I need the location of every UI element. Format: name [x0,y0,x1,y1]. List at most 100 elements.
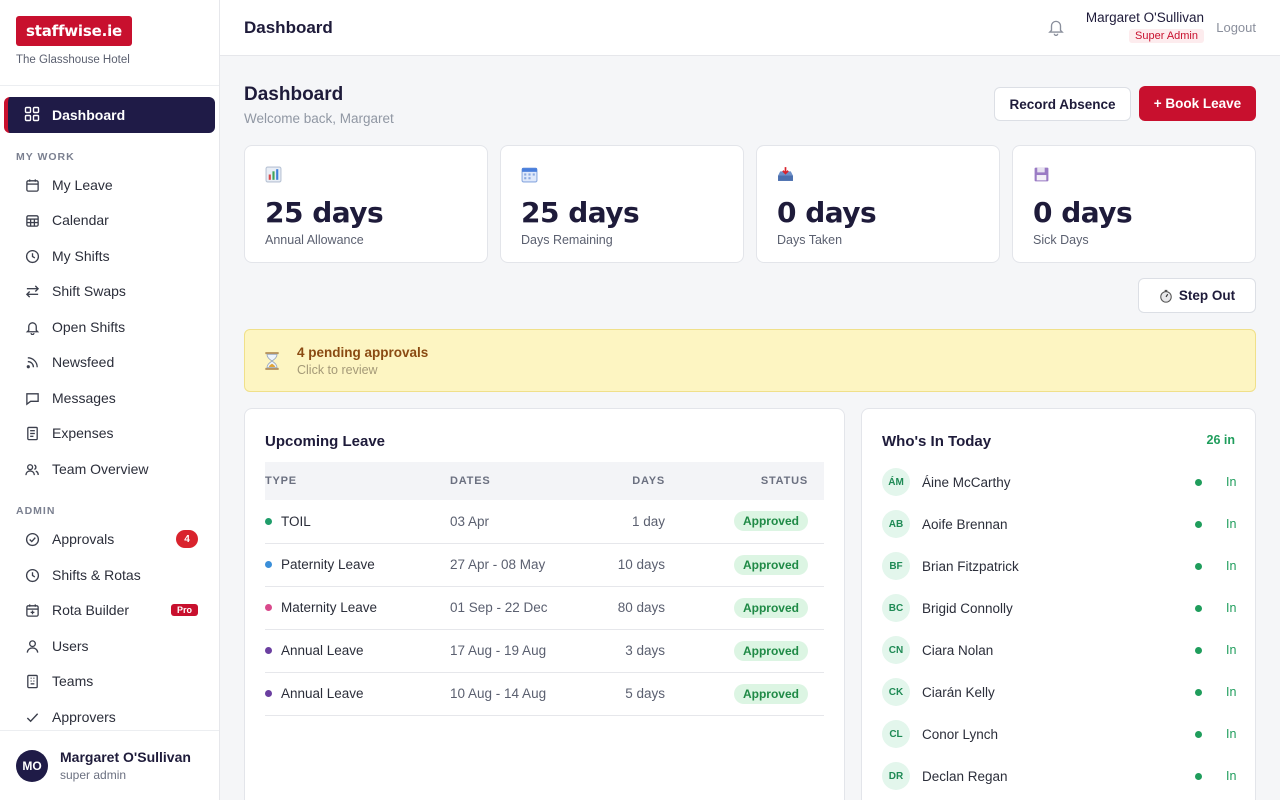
status-badge: Approved [733,511,808,532]
table-row[interactable]: Annual Leave 17 Aug - 19 Aug 3 days Appr… [265,629,824,673]
inbox-tray-icon [777,167,794,187]
col-type: TYPE [265,462,450,500]
sidebar-item-expenses[interactable]: Expenses [16,418,206,448]
message-icon [24,390,40,406]
list-item[interactable]: CK Ciarán Kelly In [882,671,1236,713]
stat-card-sick-days: 0 days Sick Days [1012,145,1256,263]
avatar: AB [882,510,910,538]
leave-dates: 27 Apr - 08 May [450,543,600,587]
sidebar-item-users[interactable]: Users [16,631,206,661]
avatar: CN [882,636,910,664]
sidebar-item-calendar[interactable]: Calendar [16,205,206,235]
col-dates: DATES [450,462,600,500]
stat-value: 25 days [265,196,384,229]
status-text: In [1226,559,1237,573]
list-item[interactable]: ÁM Áine McCarthy In [882,461,1236,503]
list-item[interactable]: CL Conor Lynch In [882,713,1236,755]
col-status: STATUS [705,462,824,500]
sidebar-item-label: Teams [52,673,94,689]
sidebar-item-label: Users [52,638,89,654]
calendar-icon [24,177,40,193]
status-text: In [1226,601,1237,615]
sidebar-item-approvals[interactable]: Approvals 4 [16,524,206,554]
status-badge: Approved [733,597,808,618]
person-name: Conor Lynch [922,726,999,742]
leave-type-dot [265,689,272,697]
status-badge: Approved [733,640,808,661]
status-text: In [1226,769,1237,783]
sidebar-item-messages[interactable]: Messages [16,383,206,413]
sidebar-item-newsfeed[interactable]: Newsfeed [16,347,206,377]
person-name: Brigid Connolly [922,600,1013,616]
sidebar-item-dashboard[interactable]: Dashboard [4,97,215,133]
sidebar-item-rota-builder[interactable]: Rota Builder Pro [16,595,206,625]
upcoming-leave-table: TYPE DATES DAYS STATUS TOIL 03 Apr 1 day… [265,462,824,716]
step-out-label: Step Out [1178,288,1236,303]
staffwise-logo[interactable]: staffwise.ie [16,16,132,46]
logout-link[interactable]: Logout [1216,20,1256,35]
book-leave-button[interactable]: + Book Leave [1139,86,1256,121]
status-dot [1195,730,1202,738]
status-dot [1195,688,1202,696]
profile-role: super admin [60,768,127,782]
sidebar-item-label: Shifts & Rotas [52,567,141,583]
step-out-button[interactable]: Step Out [1138,278,1256,313]
table-row[interactable]: TOIL 03 Apr 1 day Approved [265,500,824,544]
sidebar-item-shift-swaps[interactable]: Shift Swaps [16,276,206,306]
topbar-user[interactable]: Margaret O'Sullivan Super Admin [1086,10,1204,44]
role-badge: Super Admin [1129,29,1204,43]
pending-approvals-banner[interactable]: 4 pending approvals Click to review [244,329,1256,392]
rss-icon [24,354,40,370]
hourglass-icon [263,351,281,371]
list-item[interactable]: DR Declan Regan In [882,755,1236,797]
pending-title: 4 pending approvals [297,344,429,360]
building-icon [24,673,40,689]
topbar: Dashboard Margaret O'Sullivan Super Admi… [220,0,1280,56]
table-row[interactable]: Annual Leave 10 Aug - 14 Aug 5 days Appr… [265,672,824,716]
grid-icon [24,106,40,125]
sidebar-item-approvers[interactable]: Approvers [16,702,206,732]
page-subtitle: Welcome back, Margaret [244,111,394,126]
approvals-count-badge: 4 [176,530,198,548]
calendar-icon [521,167,538,187]
list-item[interactable]: BC Brigid Connolly In [882,587,1236,629]
leave-type: Annual Leave [281,686,364,701]
list-item[interactable]: CN Ciara Nolan In [882,629,1236,671]
leave-dates: 01 Sep - 22 Dec [450,586,600,630]
receipt-icon [24,425,40,441]
floppy-icon [1033,167,1050,187]
stat-label: Days Remaining [521,233,613,247]
topbar-user-name: Margaret O'Sullivan [1085,10,1204,25]
status-dot [1195,646,1202,654]
sidebar-user-profile[interactable]: MO Margaret O'Sullivan super admin [0,730,219,800]
leave-dates: 17 Aug - 19 Aug [450,629,600,673]
sidebar-item-shifts-rotas[interactable]: Shifts & Rotas [16,560,206,590]
list-item[interactable]: AB Aoife Brennan In [882,503,1236,545]
check-icon [24,709,40,725]
stat-label: Days Taken [777,233,843,247]
sidebar-item-open-shifts[interactable]: Open Shifts [16,312,206,342]
leave-days: 3 days [600,629,705,673]
sidebar-item-label: Team Overview [52,461,149,477]
sidebar-item-label: Rota Builder [52,602,130,618]
sidebar-item-my-leave[interactable]: My Leave [16,170,206,200]
person-name: Ciarán Kelly [922,684,995,700]
list-item[interactable]: BF Brian Fitzpatrick In [882,545,1236,587]
leave-type: TOIL [281,513,311,529]
status-text: In [1226,727,1237,741]
table-row[interactable]: Maternity Leave 01 Sep - 22 Dec 80 days … [265,586,824,630]
status-text: In [1226,685,1237,699]
status-dot [1195,520,1202,528]
leave-type-dot [265,517,272,525]
table-row[interactable]: Paternity Leave 27 Apr - 08 May 10 days … [265,543,824,587]
leave-type: Paternity Leave [281,557,375,572]
sidebar-item-my-shifts[interactable]: My Shifts [16,241,206,271]
sidebar-item-teams[interactable]: Teams [16,666,206,696]
record-absence-button[interactable]: Record Absence [994,87,1131,121]
sidebar-item-team-overview[interactable]: Team Overview [16,454,206,484]
notifications-bell-icon[interactable] [1047,18,1065,37]
col-days: DAYS [600,462,705,500]
profile-name: Margaret O'Sullivan [60,749,191,765]
sidebar-item-label: Expenses [52,425,114,441]
pro-badge: Pro [170,604,198,616]
